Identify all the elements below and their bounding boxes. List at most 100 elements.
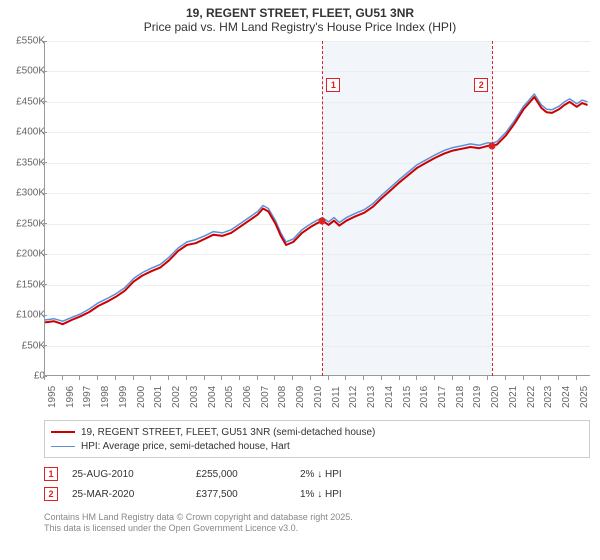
x-tick-label: 2020 xyxy=(490,386,501,408)
y-tick-label: £250K xyxy=(5,218,45,229)
transaction-date: 25-AUG-2010 xyxy=(72,469,182,480)
x-tick-label: 2014 xyxy=(384,386,395,408)
x-tick xyxy=(523,376,524,380)
x-tick-label: 2021 xyxy=(508,386,519,408)
x-tick xyxy=(79,376,80,380)
legend: 19, REGENT STREET, FLEET, GU51 3NR (semi… xyxy=(44,420,590,458)
y-tick xyxy=(43,101,47,102)
x-tick xyxy=(239,376,240,380)
transaction-delta: 2% ↓ HPI xyxy=(300,469,590,480)
transaction-row: 225-MAR-2020£377,5001% ↓ HPI xyxy=(44,484,590,504)
transaction-row: 1 25-AUG-2010 £255,000 2% ↓ HPI xyxy=(44,464,590,484)
x-tick-label: 2015 xyxy=(402,386,413,408)
y-tick-label: £0 xyxy=(5,371,45,382)
x-tick-label: 2019 xyxy=(472,386,483,408)
x-tick-label: 2004 xyxy=(207,386,218,408)
x-tick xyxy=(505,376,506,380)
x-tick-label: 1998 xyxy=(100,386,111,408)
y-tick xyxy=(43,71,47,72)
plot-region: 12 xyxy=(44,41,590,376)
y-tick xyxy=(43,193,47,194)
x-tick-label: 1995 xyxy=(47,386,58,408)
y-tick-label: £200K xyxy=(5,249,45,260)
x-tick xyxy=(416,376,417,380)
y-tick-label: £100K xyxy=(5,310,45,321)
x-tick xyxy=(115,376,116,380)
transaction-price: £377,500 xyxy=(196,489,286,500)
marker-box: 2 xyxy=(474,78,488,92)
legend-swatch xyxy=(51,431,75,433)
x-tick xyxy=(381,376,382,380)
attribution-line2: This data is licensed under the Open Gov… xyxy=(44,523,590,534)
marker-box: 1 xyxy=(326,78,340,92)
y-tick xyxy=(43,223,47,224)
x-tick xyxy=(576,376,577,380)
marker-dot xyxy=(319,217,326,224)
x-tick xyxy=(168,376,169,380)
x-tick xyxy=(97,376,98,380)
y-tick xyxy=(43,345,47,346)
x-tick xyxy=(469,376,470,380)
x-tick-label: 2003 xyxy=(189,386,200,408)
x-tick xyxy=(345,376,346,380)
attribution: Contains HM Land Registry data © Crown c… xyxy=(44,512,590,535)
chart-title: 19, REGENT STREET, FLEET, GU51 3NR Price… xyxy=(0,0,600,36)
x-tick xyxy=(274,376,275,380)
y-tick xyxy=(43,41,47,42)
y-tick xyxy=(43,254,47,255)
transaction-price: £255,000 xyxy=(196,469,286,480)
transaction-marker-box: 1 xyxy=(44,467,58,481)
x-tick-label: 2010 xyxy=(313,386,324,408)
legend-label: HPI: Average price, semi-detached house,… xyxy=(81,441,290,452)
marker-dot xyxy=(489,143,496,150)
x-tick-label: 2018 xyxy=(455,386,466,408)
x-tick-label: 2009 xyxy=(295,386,306,408)
x-tick xyxy=(487,376,488,380)
x-tick-label: 2022 xyxy=(526,386,537,408)
x-tick-label: 2012 xyxy=(348,386,359,408)
x-tick xyxy=(150,376,151,380)
x-tick xyxy=(221,376,222,380)
transactions-table: 125-AUG-2010£255,0002% ↓ HPI225-MAR-2020… xyxy=(44,464,590,504)
x-tick-label: 1996 xyxy=(65,386,76,408)
legend-label: 19, REGENT STREET, FLEET, GU51 3NR (semi… xyxy=(81,427,375,438)
title-line2: Price paid vs. HM Land Registry's House … xyxy=(0,20,600,34)
y-tick xyxy=(43,315,47,316)
y-tick xyxy=(43,284,47,285)
x-tick-label: 2000 xyxy=(136,386,147,408)
transaction-delta: 1% ↓ HPI xyxy=(300,489,590,500)
legend-item: 19, REGENT STREET, FLEET, GU51 3NR (semi… xyxy=(51,425,583,439)
x-tick xyxy=(540,376,541,380)
x-tick-label: 2011 xyxy=(331,386,342,408)
y-tick xyxy=(43,132,47,133)
y-tick-label: £500K xyxy=(5,66,45,77)
transaction-date: 25-MAR-2020 xyxy=(72,489,182,500)
x-tick-label: 2007 xyxy=(260,386,271,408)
x-tick xyxy=(186,376,187,380)
x-tick xyxy=(328,376,329,380)
x-tick-label: 2006 xyxy=(242,386,253,408)
x-tick-label: 2025 xyxy=(579,386,590,408)
x-tick xyxy=(310,376,311,380)
x-tick-label: 2001 xyxy=(153,386,164,408)
y-tick-label: £400K xyxy=(5,127,45,138)
legend-item: HPI: Average price, semi-detached house,… xyxy=(51,439,583,453)
x-tick-label: 1999 xyxy=(118,386,129,408)
y-tick xyxy=(43,162,47,163)
y-tick-label: £550K xyxy=(5,36,45,47)
y-tick-label: £350K xyxy=(5,157,45,168)
x-tick xyxy=(133,376,134,380)
x-tick xyxy=(62,376,63,380)
x-tick xyxy=(558,376,559,380)
series-line xyxy=(45,94,588,321)
x-tick-label: 1997 xyxy=(82,386,93,408)
marker-line xyxy=(492,41,493,376)
x-tick xyxy=(292,376,293,380)
x-tick xyxy=(204,376,205,380)
x-tick-label: 2013 xyxy=(366,386,377,408)
x-tick-label: 2017 xyxy=(437,386,448,408)
x-tick xyxy=(363,376,364,380)
x-tick-label: 2002 xyxy=(171,386,182,408)
y-tick-label: £50K xyxy=(5,340,45,351)
x-tick-label: 2024 xyxy=(561,386,572,408)
